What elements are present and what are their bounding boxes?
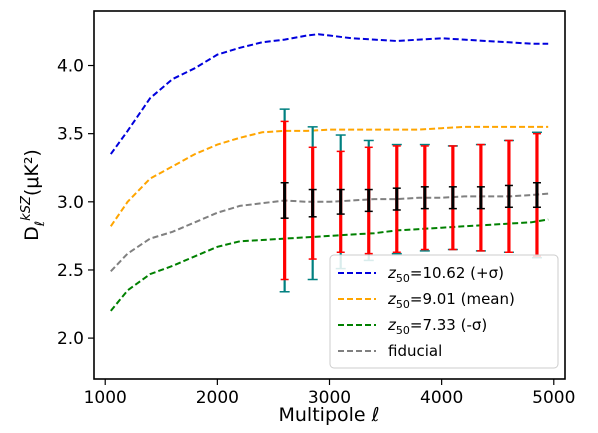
y-tick-label-1: 2.5 (57, 261, 84, 281)
series-line-0 (109, 33, 549, 155)
errorbar-inner-1 (308, 188, 317, 218)
x-tick-label-0: 1000 (84, 388, 127, 408)
plot-content (109, 33, 549, 312)
legend-label-3: fiducial (388, 342, 442, 360)
errorbar-inner-2 (336, 188, 345, 215)
errorbar-inner-9 (532, 181, 541, 209)
y-axis-label: DℓkSZ(μK²) (19, 149, 48, 241)
x-tick-label-3: 4000 (420, 388, 463, 408)
x-tick-label-1: 2000 (196, 388, 239, 408)
x-axis: 1000 2000 3000 4000 5000 (84, 379, 575, 408)
errorbar-inner-5 (420, 186, 429, 210)
legend: z50=10.62 (+σ) z50=9.01 (mean) z50=7.33 (-… (329, 254, 559, 369)
x-tick-label-2: 3000 (308, 388, 351, 408)
x-tick-label-4: 5000 (532, 388, 575, 408)
series-line-2 (110, 218, 549, 312)
errorbar-inner-7 (476, 186, 485, 210)
legend-label-0: z50=10.62 (+σ) (387, 264, 504, 285)
legend-label-1: z50=9.01 (mean) (387, 290, 515, 311)
legend-box (329, 254, 559, 369)
x-axis-label: Multipole ℓ (279, 404, 380, 426)
y-tick-label-0: 2.0 (57, 329, 84, 349)
series-line-1 (109, 125, 549, 227)
errorbar-inner-4 (392, 187, 401, 211)
errorbar-inner-6 (448, 186, 457, 210)
y-tick-label-3: 3.5 (57, 125, 84, 145)
y-axis: 2.0 2.5 3.0 3.5 4.0 (57, 57, 94, 349)
errorbar-inner-0 (280, 181, 289, 219)
y-tick-label-2: 3.0 (57, 193, 84, 213)
series-line-3 (110, 192, 549, 272)
legend-label-2: z50=7.33 (-σ) (387, 316, 487, 337)
errorbar-inner-3 (364, 188, 373, 213)
y-tick-label-4: 4.0 (57, 57, 84, 77)
errorbar-inner-8 (504, 184, 513, 209)
